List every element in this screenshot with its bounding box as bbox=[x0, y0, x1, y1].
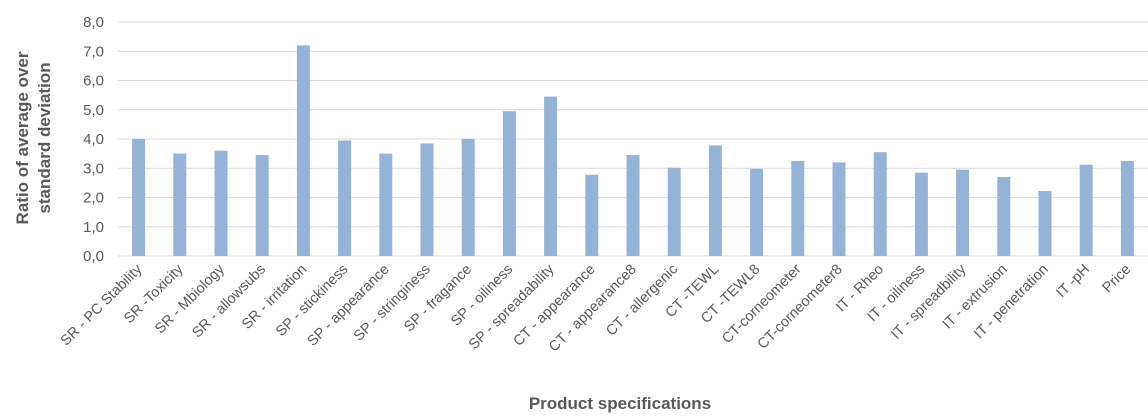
y-tick-label: 1,0 bbox=[83, 219, 104, 236]
bar bbox=[502, 111, 516, 257]
bar bbox=[873, 152, 887, 256]
bar bbox=[338, 140, 352, 256]
x-tick-label: SR - allowsubs bbox=[189, 262, 269, 342]
bar bbox=[214, 150, 228, 256]
bar bbox=[791, 160, 805, 256]
bar bbox=[173, 153, 187, 256]
bar bbox=[997, 177, 1011, 256]
bar bbox=[132, 139, 146, 256]
bar bbox=[1079, 164, 1093, 256]
x-tick-label: IT -pH bbox=[1053, 262, 1093, 302]
bar bbox=[956, 169, 970, 256]
bar bbox=[461, 139, 475, 256]
x-tick-label: CT - allergenic bbox=[603, 262, 681, 340]
bar bbox=[379, 153, 393, 256]
y-tick-labels: 0,0 1,0 2,0 3,0 4,0 5,0 6,0 7,0 8,0 bbox=[83, 14, 104, 265]
y-axis-title-line2: standard deviation bbox=[35, 62, 54, 213]
bar bbox=[1120, 160, 1134, 256]
bar bbox=[1038, 191, 1052, 256]
bar bbox=[585, 174, 599, 256]
gridlines bbox=[118, 21, 1148, 257]
y-tick-label: 6,0 bbox=[83, 73, 104, 90]
bar bbox=[296, 45, 310, 257]
bars bbox=[132, 45, 1134, 257]
bar bbox=[832, 162, 846, 256]
y-tick-label: 5,0 bbox=[83, 102, 104, 119]
x-axis-title: Product specifications bbox=[529, 394, 711, 413]
x-tick-label: SP - stickiness bbox=[273, 262, 351, 340]
y-tick-label: 8,0 bbox=[83, 14, 104, 31]
y-axis-title-line1: Ratio of average over bbox=[13, 51, 32, 224]
bar bbox=[544, 96, 558, 257]
bar bbox=[667, 167, 681, 256]
bar bbox=[914, 172, 928, 256]
y-tick-label: 2,0 bbox=[83, 190, 104, 207]
x-tick-label: Price bbox=[1100, 262, 1135, 297]
bar bbox=[750, 168, 764, 256]
y-tick-label: 0,0 bbox=[83, 248, 104, 265]
y-tick-label: 4,0 bbox=[83, 131, 104, 148]
bar bbox=[708, 145, 722, 256]
x-tick-label: IT - penetration bbox=[971, 262, 1052, 343]
bar bbox=[626, 155, 640, 256]
bar bbox=[255, 155, 269, 256]
y-tick-label: 7,0 bbox=[83, 43, 104, 60]
bar bbox=[420, 143, 434, 256]
y-tick-label: 3,0 bbox=[83, 160, 104, 177]
